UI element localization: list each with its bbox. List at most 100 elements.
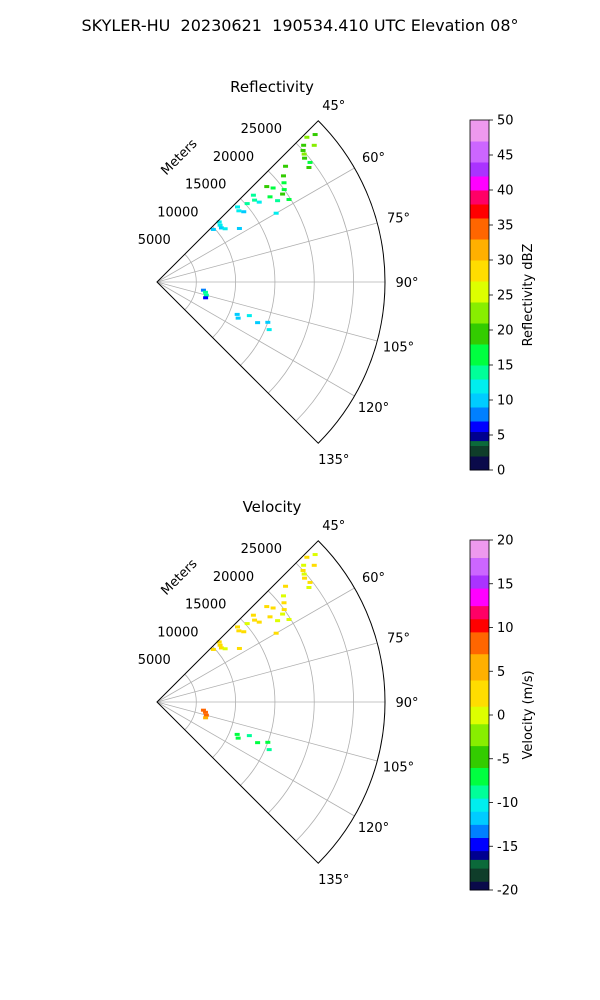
colorbar-band (470, 723, 489, 747)
grid-spoke (156, 281, 378, 342)
data-point (216, 220, 222, 224)
colorbar-ticks: 0 5 10 15 20 25 30 35 40 45 50 (489, 114, 514, 479)
data-point (283, 164, 289, 168)
colorbar-tick-label: 15 (497, 359, 514, 374)
colorbar-band (470, 868, 489, 882)
colorbar-band (470, 706, 489, 725)
angle-tick-label: 135° (318, 873, 349, 888)
data-points (200, 133, 318, 332)
data-point (280, 612, 286, 616)
radial-axis-label: Meters (159, 136, 201, 178)
data-point (241, 630, 247, 634)
grid-spoke (156, 167, 355, 283)
radial-tick-label: 5000 (138, 233, 171, 248)
angle-tick-label: 60° (362, 151, 385, 166)
colorbar-band (470, 379, 489, 394)
colorbar-tick-label: 10 (497, 394, 514, 409)
colorbar-band (470, 393, 489, 408)
data-point (218, 646, 224, 650)
data-point (280, 192, 286, 196)
data-point (255, 741, 261, 745)
radial-tick-label: 15000 (185, 178, 226, 193)
data-point (311, 143, 317, 147)
data-point (236, 209, 242, 213)
data-points (200, 553, 318, 752)
radial-tick-label: 10000 (157, 625, 198, 640)
data-point (217, 223, 223, 227)
data-point (275, 199, 281, 203)
data-point (264, 605, 270, 609)
data-point (307, 160, 313, 164)
grid-lines (156, 562, 385, 842)
data-point (311, 563, 317, 567)
data-point (241, 210, 247, 214)
grid-spoke (156, 642, 378, 703)
data-point (255, 321, 261, 325)
angle-tick-label: 120° (358, 401, 389, 416)
data-point (250, 613, 256, 617)
data-point (203, 296, 209, 300)
sector-frame (156, 120, 386, 444)
data-point (306, 165, 312, 169)
chart-title: Velocity (243, 498, 302, 516)
colorbar-tick-label: 5 (497, 665, 505, 680)
colorbar-tick-label: -10 (497, 796, 518, 811)
grid-lines (156, 142, 385, 422)
colorbar-band (470, 588, 489, 607)
data-point (256, 620, 262, 624)
angle-tick-label: 120° (358, 821, 389, 836)
data-point (218, 226, 224, 230)
colorbar-band (470, 440, 489, 446)
radial-tick-label: 25000 (241, 122, 282, 137)
colorbar-band (470, 239, 489, 261)
colorbar-ticks: -20 -15 -10 -5 0 5 10 15 20 (489, 534, 518, 899)
angle-tick-label: 105° (383, 341, 414, 356)
data-point (301, 143, 307, 147)
colorbar-band (470, 260, 489, 282)
data-point (265, 740, 271, 744)
colorbar-band (470, 281, 489, 303)
colorbar-band (470, 323, 489, 345)
radial-tick-label: 25000 (241, 542, 282, 557)
sector-plot: 45° 60° 75° 90° 105° 120° 135° 5000 10000 15000 2… (138, 519, 419, 888)
data-point (234, 312, 240, 316)
data-point (267, 615, 273, 619)
colorbar-tick-label: 5 (497, 429, 505, 444)
data-point (302, 156, 308, 160)
colorbar-band (470, 445, 489, 457)
radial-tick-label: 10000 (157, 205, 198, 220)
colorbar-band (470, 407, 489, 422)
colorbar: 0 5 10 15 20 25 30 35 40 45 50 Reflectivity dBZ (469, 114, 536, 479)
radial-tick-label: 5000 (138, 653, 171, 668)
data-point (216, 640, 222, 644)
colorbar-tick-label: 20 (497, 324, 514, 339)
data-point (281, 181, 287, 185)
data-point (301, 572, 307, 576)
data-point (281, 601, 287, 605)
angle-tick-labels: 45° 60° 75° 90° 105° 120° 135° (318, 519, 418, 888)
data-point (203, 713, 209, 717)
data-point (236, 629, 242, 633)
data-point (256, 200, 262, 204)
colorbar-tick-label: 20 (497, 534, 514, 549)
colorbar-tick-label: -5 (497, 752, 510, 767)
data-point (246, 314, 252, 318)
data-point (210, 647, 216, 651)
data-point (306, 585, 312, 589)
data-point (286, 618, 292, 622)
data-point (266, 748, 272, 752)
colorbar-band (470, 824, 489, 838)
data-point (281, 188, 287, 192)
data-point (246, 734, 252, 738)
angle-tick-label: 105° (383, 761, 414, 776)
data-point (275, 619, 281, 623)
radial-tick-label: 20000 (213, 570, 254, 585)
colorbar-tick-label: 0 (497, 709, 505, 724)
angle-tick-labels: 45° 60° 75° 90° 105° 120° 135° (318, 99, 418, 468)
colorbar-band (470, 798, 489, 812)
colorbar-tick-label: 45 (497, 149, 514, 164)
grid-spoke (156, 281, 355, 397)
data-point (302, 576, 308, 580)
data-point (244, 202, 250, 206)
colorbar-tick-label: 25 (497, 289, 514, 304)
